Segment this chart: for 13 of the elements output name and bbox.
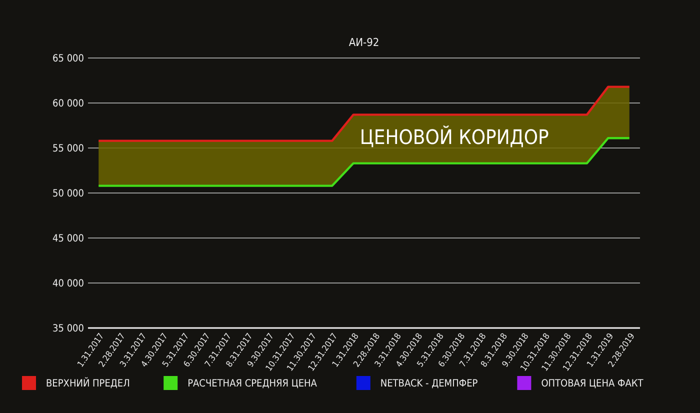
legend-label: РАСЧЕТНАЯ СРЕДНЯЯ ЦЕНА xyxy=(188,378,318,390)
y-tick-label: 65 000 xyxy=(52,54,84,64)
y-tick-label: 60 000 xyxy=(52,98,84,110)
y-tick-label: 55 000 xyxy=(52,144,84,154)
legend-label: ОПТОВАЯ ЦЕНА ФАКТ xyxy=(541,378,644,390)
legend-label: NETBACK - ДЕМПФЕР xyxy=(380,378,478,390)
y-tick-label: 45 000 xyxy=(52,234,84,244)
chart-title: АИ-92 xyxy=(348,36,380,49)
y-tick-label: 40 000 xyxy=(52,278,84,290)
y-tick-label: 50 000 xyxy=(52,188,84,200)
y-tick-label: 35 000 xyxy=(52,324,84,334)
legend-label: ВЕРХНИЙ ПРЕДЕЛ xyxy=(46,376,130,390)
annotation: ЦЕНОВОЙ КОРИДОР xyxy=(360,125,550,149)
